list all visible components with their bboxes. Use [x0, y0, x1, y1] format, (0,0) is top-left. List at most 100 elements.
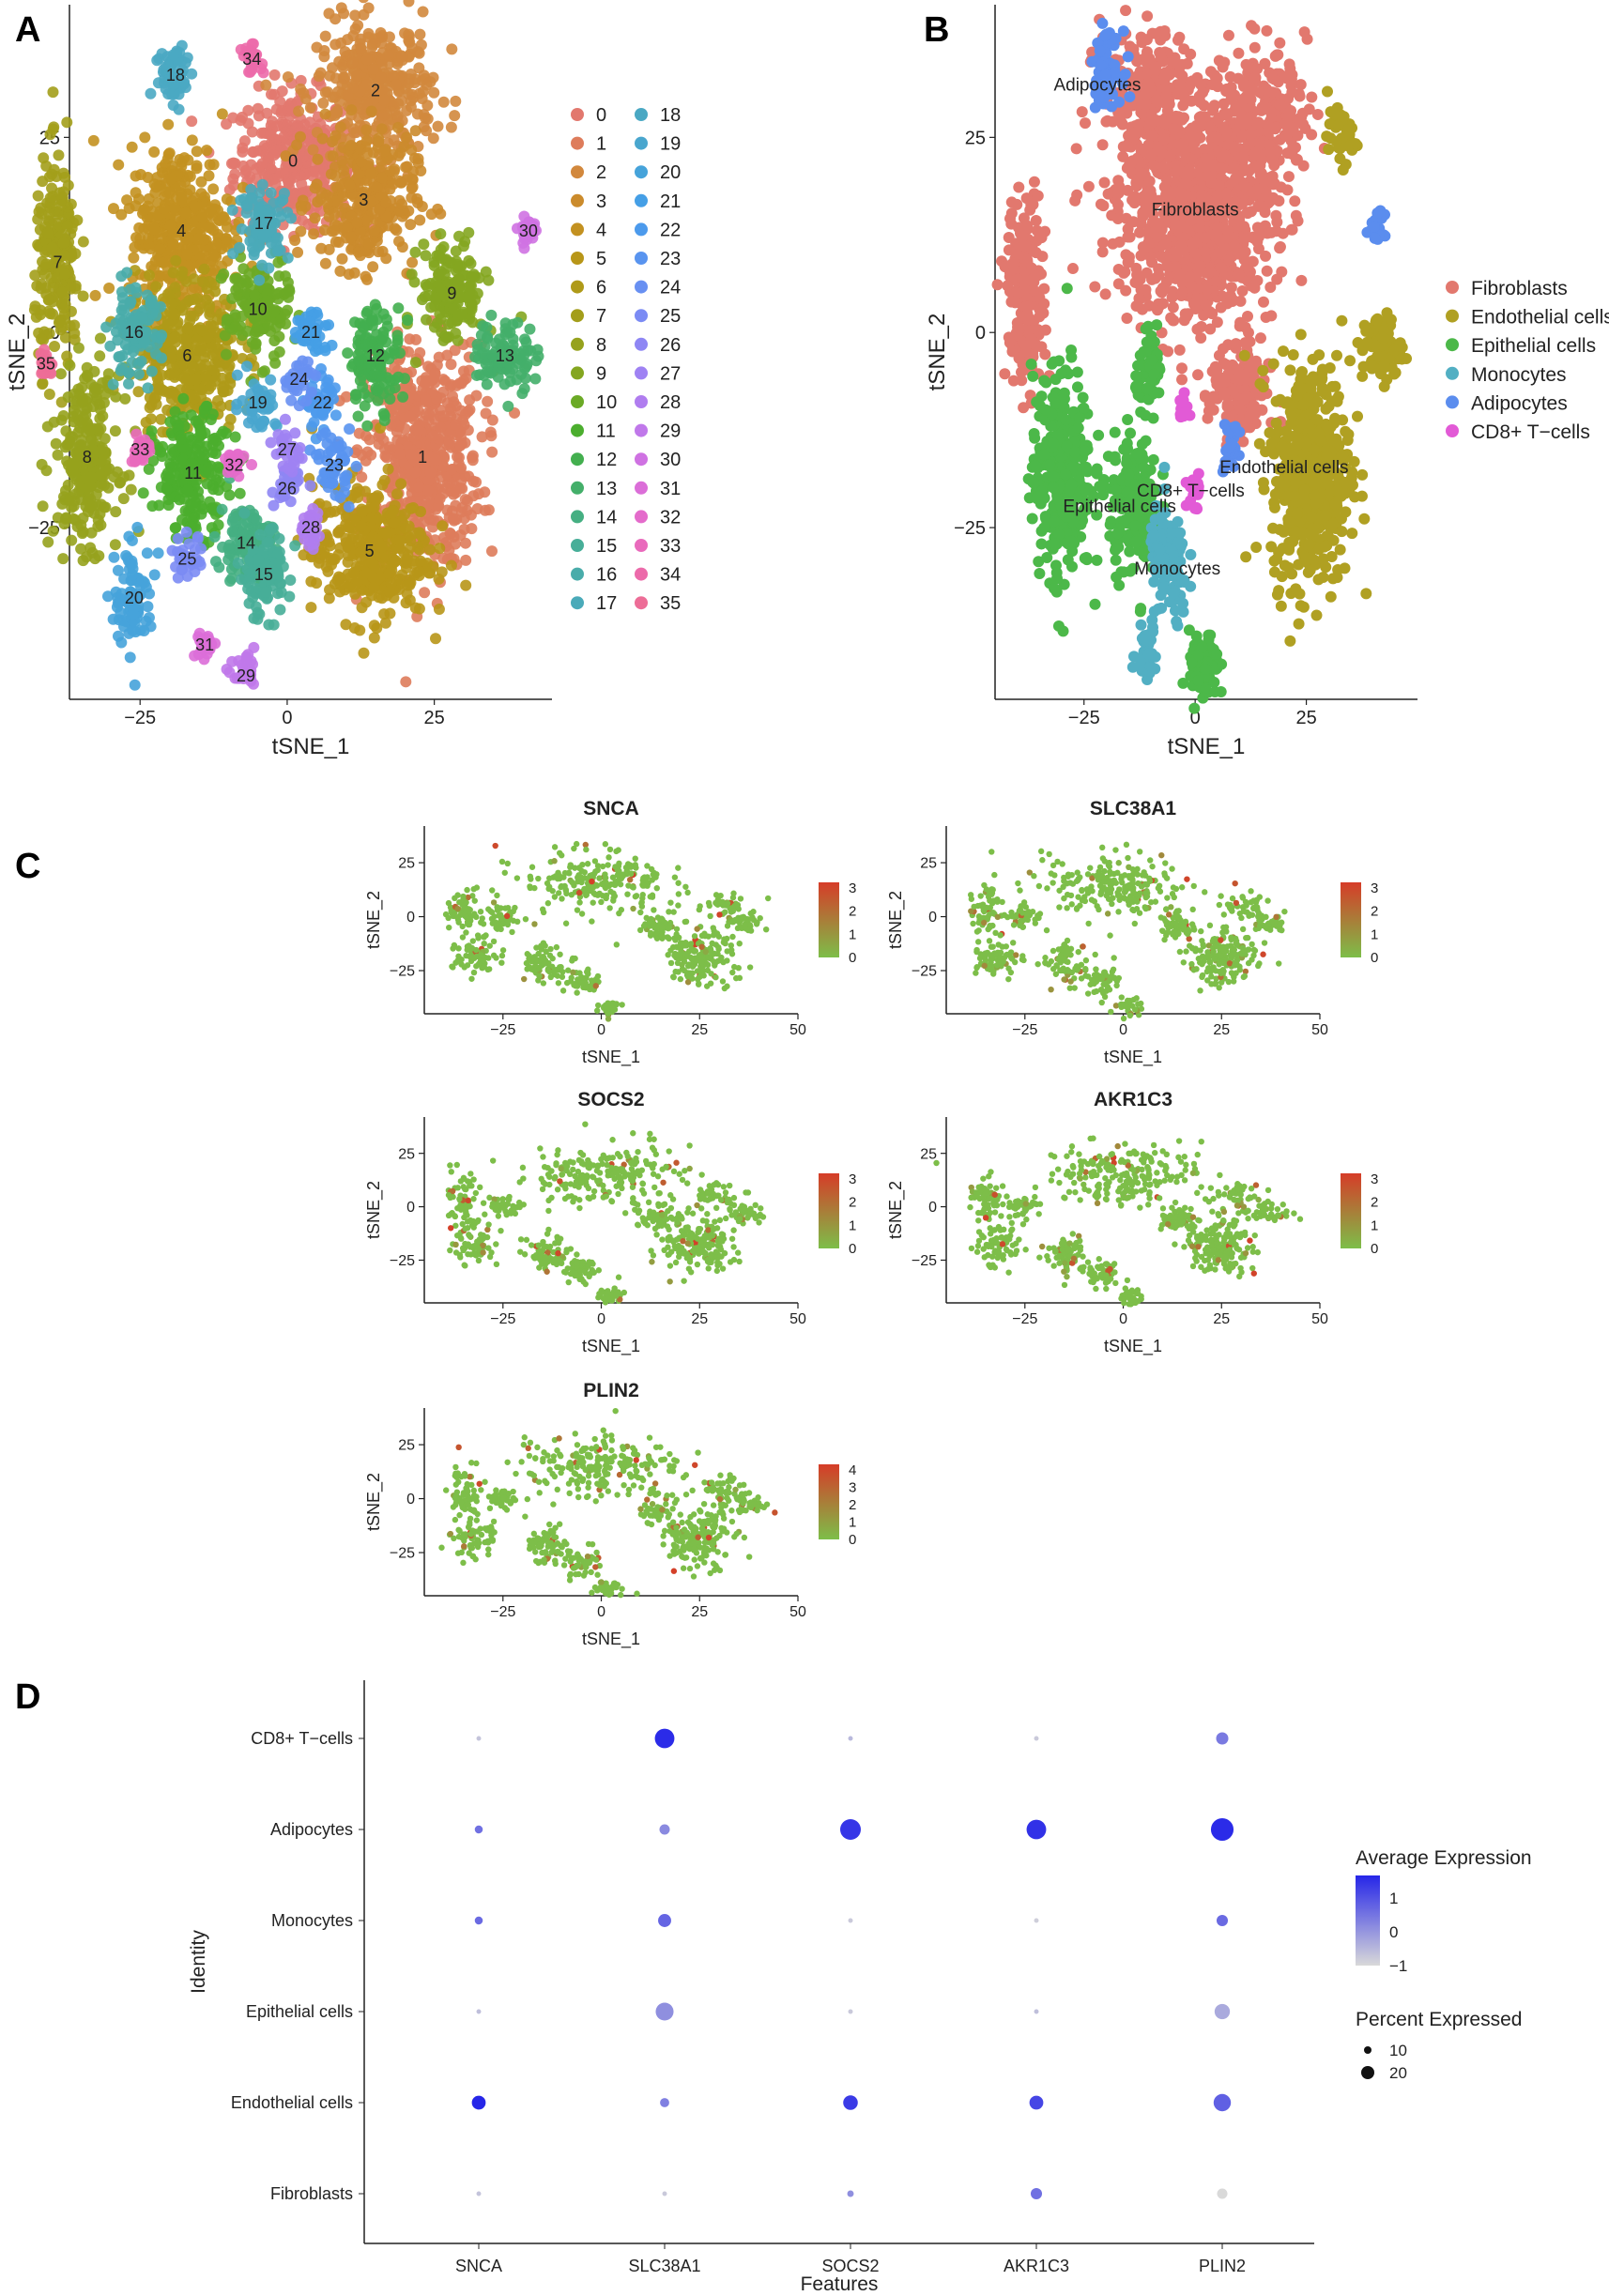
panel-a-point: [241, 563, 253, 575]
panel-a-point: [268, 173, 280, 185]
panel-a-point: [156, 329, 168, 342]
panel-a-point: [229, 273, 241, 285]
panel-a-point: [253, 274, 266, 286]
panel-a-point: [360, 54, 373, 66]
panel-a-y-axis-title: tSNE_2: [5, 314, 30, 391]
panel-a-point: [449, 110, 461, 122]
panel-a-point: [95, 469, 107, 482]
panel-a-point: [194, 344, 207, 357]
panel-a-point: [371, 303, 383, 315]
panel-a-point: [316, 132, 329, 145]
panel-a-point: [345, 104, 358, 116]
panel-a-point: [236, 111, 248, 123]
panel-a-point: [192, 293, 204, 305]
panel-a-point: [394, 448, 406, 460]
panel-a-tsne-clusters: −25025−25025tSNE_1tSNE_20123456789101112…: [5, 0, 681, 759]
panel-a-point: [222, 362, 235, 375]
panel-a-point: [357, 369, 369, 381]
panel-a-point: [387, 505, 399, 517]
panel-a-point: [77, 555, 89, 567]
panel-a-point: [360, 273, 373, 285]
panel-a-point: [69, 513, 81, 526]
panel-a-point: [138, 624, 150, 636]
panel-a-point: [400, 161, 412, 174]
panel-a-point: [356, 602, 368, 614]
panel-a-point: [35, 202, 47, 214]
panel-a-point: [253, 325, 266, 337]
panel-a-point: [208, 530, 221, 543]
panel-a-point: [127, 345, 139, 358]
panel-a-point: [334, 121, 346, 133]
panel-a-point: [248, 146, 260, 159]
panel-a-point: [457, 240, 469, 253]
panel-a-point: [255, 421, 268, 433]
panel-a-point: [351, 482, 363, 495]
panel-a-point: [482, 330, 494, 343]
panel-a-point: [412, 46, 424, 58]
panel-a-point: [56, 286, 69, 298]
panel-a-point: [217, 211, 229, 223]
panel-a-point: [112, 630, 124, 642]
panel-a-point: [125, 483, 137, 496]
panel-a-point: [486, 446, 498, 458]
panel-a-point: [467, 454, 479, 467]
panel-a-point: [373, 135, 385, 147]
panel-a-point: [312, 196, 324, 208]
panel-a-point: [94, 332, 106, 344]
panel-a-point: [342, 34, 354, 46]
panel-a-point: [326, 136, 338, 148]
panel-label-a: A: [15, 10, 40, 50]
panel-a-point: [173, 88, 185, 100]
panel-a-point: [408, 569, 421, 581]
panel-a-point: [400, 676, 412, 688]
panel-a-point: [432, 120, 444, 132]
panel-a-point: [62, 179, 74, 191]
panel-a-point: [293, 105, 305, 117]
panel-a-point: [498, 378, 511, 390]
panel-a-point: [200, 371, 212, 383]
panel-a-point: [336, 253, 348, 265]
panel-a-point: [268, 88, 281, 100]
panel-a-point: [110, 506, 122, 518]
panel-a-point: [181, 249, 193, 261]
panel-a-point: [368, 632, 380, 644]
panel-a-point: [165, 352, 177, 364]
panel-a-point: [324, 477, 336, 489]
panel-a-point: [406, 256, 419, 268]
panel-a-point: [210, 238, 222, 251]
panel-a-point: [35, 283, 47, 295]
panel-a-point: [394, 146, 406, 159]
panel-a-point: [418, 238, 430, 251]
panel-a-point: [360, 124, 373, 136]
panel-a-point: [117, 471, 130, 483]
panel-a-point: [217, 382, 229, 394]
panel-a-point: [64, 360, 76, 372]
panel-a-point: [317, 97, 329, 109]
panel-a-point: [143, 269, 155, 282]
panel-a-point: [279, 270, 291, 283]
panel-a-point: [107, 378, 119, 390]
panel-a-point: [128, 252, 140, 264]
panel-a-point: [146, 399, 158, 411]
panel-a-point: [184, 184, 196, 196]
panel-a-point: [455, 475, 467, 487]
panel-a-point: [238, 263, 250, 275]
panel-a-point: [57, 237, 69, 249]
panel-a-point: [308, 228, 320, 240]
panel-a-point: [375, 123, 388, 135]
panel-a-point: [520, 360, 532, 372]
panel-a-x-tick-label: −25: [124, 708, 156, 728]
panel-a-point: [318, 44, 330, 56]
panel-a-point: [115, 270, 128, 283]
panel-a-point: [148, 569, 161, 581]
panel-a-point: [331, 107, 344, 119]
panel-a-point: [191, 334, 203, 346]
panel-a-point: [327, 91, 339, 103]
panel-a-point: [403, 78, 415, 90]
panel-a-point: [373, 513, 385, 525]
panel-a-point: [220, 348, 232, 360]
panel-a-point: [274, 604, 286, 616]
panel-a-point: [403, 0, 415, 8]
panel-a-point: [377, 330, 390, 343]
panel-a-point: [403, 28, 415, 40]
